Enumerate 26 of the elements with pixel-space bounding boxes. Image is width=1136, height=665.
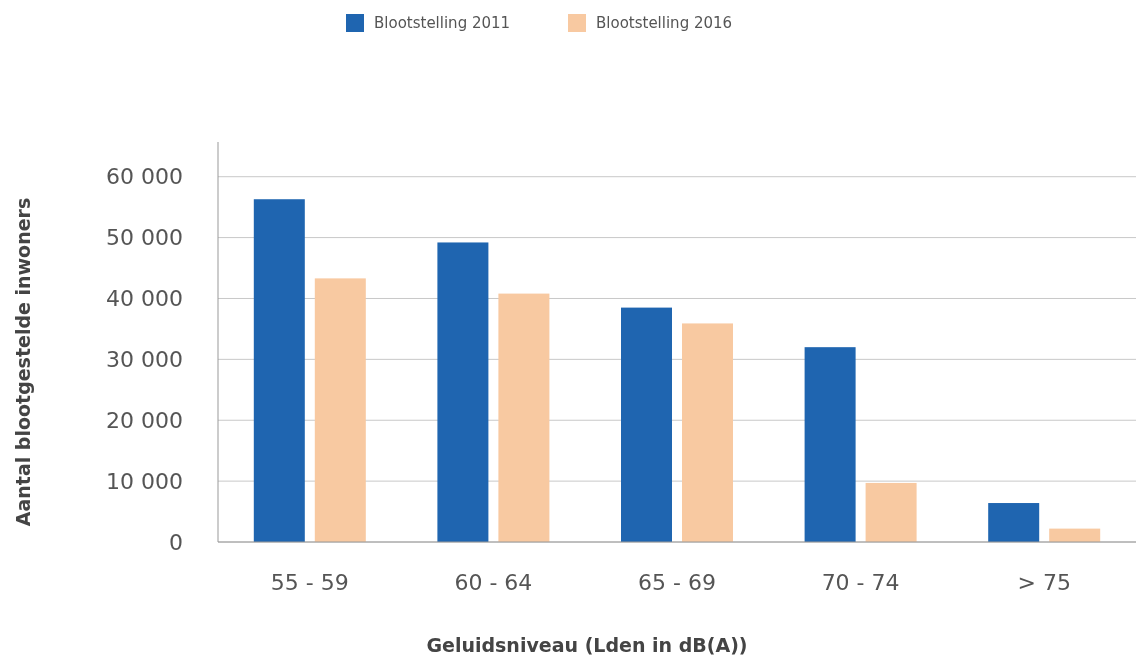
bar [682, 323, 733, 542]
bar [865, 482, 917, 542]
y-tick-label: 30 000 [106, 347, 183, 373]
x-tick-label: 55 - 59 [270, 570, 349, 595]
bar [253, 199, 305, 542]
bar [621, 307, 672, 542]
y-axis-title: Aantal blootgestelde inwoners [12, 197, 34, 527]
bar [988, 503, 1040, 542]
bar [1049, 528, 1101, 542]
x-tick-label: 60 - 64 [454, 570, 533, 595]
bar [498, 293, 550, 542]
bar [437, 242, 489, 542]
x-tick-label: 70 - 74 [821, 570, 900, 595]
x-tick-label: > 75 [1017, 570, 1071, 595]
x-tick-label: 65 - 69 [638, 570, 716, 595]
legend-label: Blootstelling 2011 [374, 14, 511, 33]
x-axis-title: Geluidsniveau (Lden in dB(A)) [426, 634, 748, 656]
y-tick-label: 60 000 [106, 164, 183, 190]
legend-label: Blootstelling 2016 [596, 14, 733, 33]
y-tick-label: 0 [169, 529, 183, 555]
bar [804, 347, 856, 542]
y-tick-label: 40 000 [106, 286, 183, 312]
y-tick-label: 10 000 [106, 468, 183, 494]
y-tick-label: 20 000 [106, 407, 183, 433]
y-tick-label: 50 000 [106, 225, 183, 251]
bar [314, 278, 366, 542]
